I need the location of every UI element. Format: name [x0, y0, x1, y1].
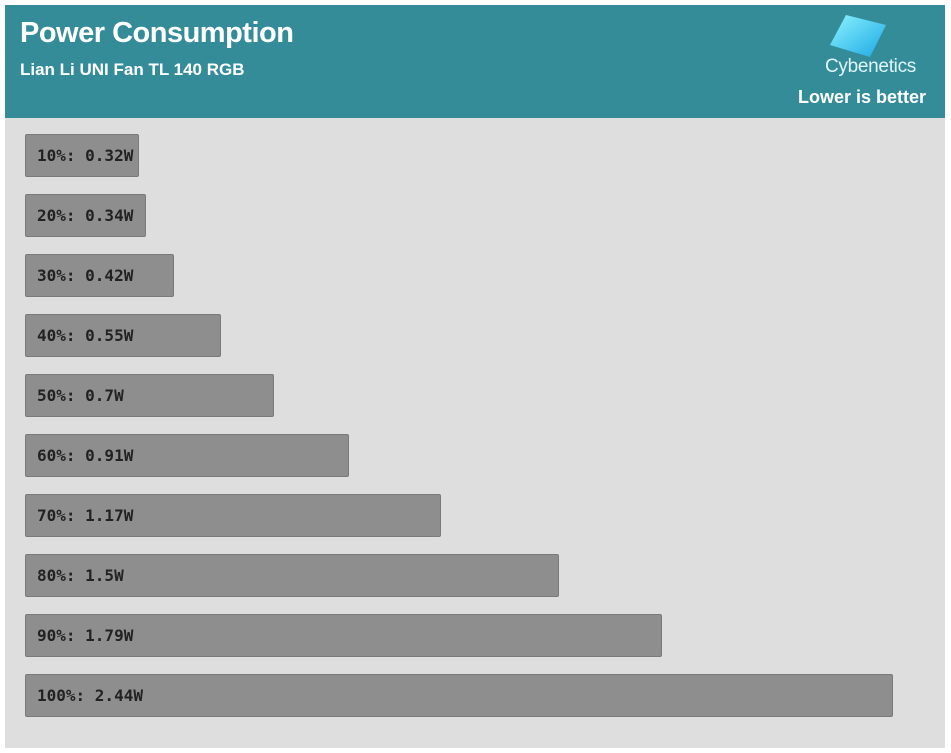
bar-label: 20%: 0.34W [37, 206, 134, 225]
bar-label: 70%: 1.17W [37, 506, 134, 525]
brand-name: Cybenetics [825, 56, 916, 77]
bar-20pct [25, 194, 146, 237]
bar-label: 30%: 0.42W [37, 266, 134, 285]
bar-80pct [25, 554, 559, 597]
bar-10pct [25, 134, 139, 177]
chart-subtitle: Lian Li UNI Fan TL 140 RGB [20, 60, 245, 79]
bar-label: 60%: 0.91W [37, 446, 134, 465]
cybenetics-logo-icon [830, 15, 886, 57]
bar-70pct [25, 494, 441, 537]
bar-40pct [25, 314, 221, 357]
plot-area: 10%: 0.32W 20%: 0.34W 30%: 0.42W 40%: 0.55W… [5, 118, 945, 748]
bar-90pct [25, 614, 662, 657]
bar-label: 90%: 1.79W [37, 626, 134, 645]
bar-label: 50%: 0.7W [37, 386, 124, 405]
bar-50pct [25, 374, 274, 417]
bar-100pct [25, 674, 893, 717]
chart-title: Power Consumption [20, 17, 294, 49]
bar-label: 100%: 2.44W [37, 686, 143, 705]
bar-label: 80%: 1.5W [37, 566, 124, 585]
bar-label: 10%: 0.32W [37, 146, 134, 165]
lower-is-better-note: Lower is better [797, 87, 926, 107]
bar-30pct [25, 254, 174, 297]
bar-label: 40%: 0.55W [37, 326, 134, 345]
chart-frame: Power Consumption Lian Li UNI Fan TL 140… [5, 5, 945, 748]
chart-header: Power Consumption Lian Li UNI Fan TL 140… [5, 5, 945, 118]
bar-60pct [25, 434, 349, 477]
